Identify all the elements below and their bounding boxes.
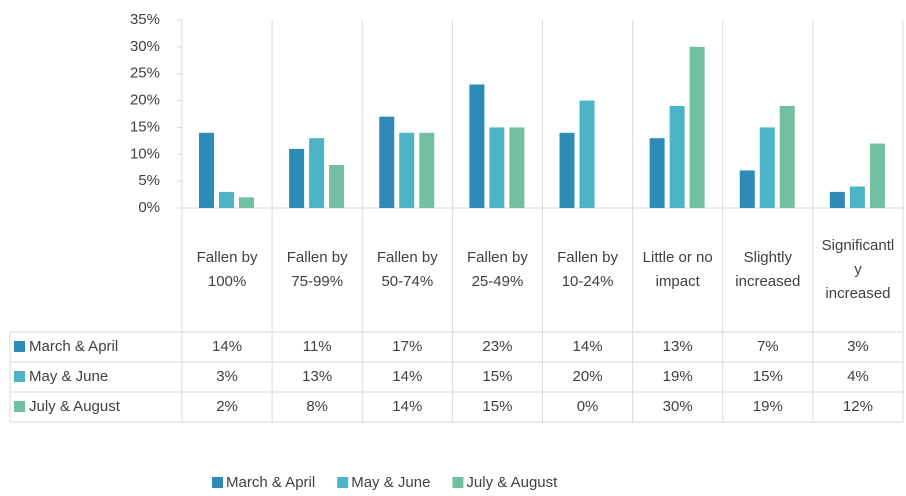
bar	[219, 191, 234, 208]
table-value: 30%	[663, 398, 693, 415]
table-value: 19%	[663, 368, 693, 385]
table-value: 14%	[392, 398, 422, 415]
category-wrap: Fallen by 75-99%	[272, 208, 362, 332]
y-tick-label: 15%	[130, 118, 160, 135]
bar	[649, 138, 665, 208]
category-wrap: Slightly increased	[723, 208, 813, 332]
table-legend-key	[14, 401, 25, 412]
table-value: 15%	[753, 368, 783, 385]
table-value: 23%	[482, 338, 512, 355]
table-value: 11%	[303, 338, 332, 355]
table-value: 19%	[753, 398, 783, 415]
category-wrap: Significantly increased	[813, 208, 903, 332]
table-value: 14%	[212, 338, 242, 355]
x-tick-label: Significantly increased	[821, 237, 895, 302]
table-value: 3%	[216, 368, 238, 385]
bar	[829, 191, 845, 208]
bar	[739, 170, 755, 208]
x-tick-label: Fallen by 100%	[196, 249, 258, 290]
x-tick-label: Fallen by 10-24%	[557, 249, 618, 290]
legend-label: March & April	[226, 474, 315, 491]
category-cell: Fallen by 10-24%	[543, 208, 633, 332]
bar	[399, 132, 415, 208]
x-tick-label: Little or no impact	[642, 249, 713, 290]
bar	[309, 138, 325, 208]
bar	[779, 105, 795, 208]
x-tick-label: Slightly increased	[735, 249, 801, 290]
table-value: 15%	[482, 368, 512, 385]
table-value: 7%	[757, 338, 779, 355]
bar	[579, 100, 595, 208]
table-series-label: May & June	[29, 368, 108, 385]
bar	[669, 105, 685, 208]
category-cell: Fallen by 100%	[182, 208, 272, 332]
bar	[329, 165, 345, 208]
bar	[849, 186, 865, 208]
table-value: 4%	[847, 368, 869, 385]
bar	[759, 127, 775, 208]
table-value: 20%	[573, 368, 603, 385]
category-wrap: Little or no impact	[633, 208, 723, 332]
legend-key	[212, 477, 223, 488]
category-wrap: Fallen by 50-74%	[362, 208, 452, 332]
y-tick-label: 20%	[130, 92, 160, 109]
table-value: 13%	[302, 368, 332, 385]
table-value: 13%	[663, 338, 693, 355]
category-cell: Significantly increased	[813, 208, 903, 332]
table-value: 14%	[392, 368, 422, 385]
table-series-label: March & April	[29, 338, 118, 355]
category-cell: Little or no impact	[633, 208, 723, 332]
table-value: 17%	[392, 338, 422, 355]
y-tick-label: 5%	[138, 172, 160, 189]
category-cell: Fallen by 75-99%	[272, 208, 362, 332]
legend-label: May & June	[351, 474, 430, 491]
legend-label: July & August	[466, 474, 558, 491]
bar	[289, 148, 305, 208]
bar	[869, 143, 885, 208]
table-series-label: July & August	[29, 398, 121, 415]
table-value: 14%	[573, 338, 603, 355]
legend-key	[337, 477, 349, 488]
table-value: 2%	[216, 398, 238, 415]
bar	[559, 132, 575, 208]
x-tick-label: Fallen by 25-49%	[467, 249, 528, 290]
bar	[489, 127, 505, 208]
bar	[419, 132, 435, 208]
category-cell: Fallen by 50-74%	[362, 208, 452, 332]
table-value: 0%	[577, 398, 599, 415]
y-tick-label: 0%	[138, 199, 160, 216]
y-tick-label: 10%	[130, 145, 160, 162]
category-wrap: Fallen by 25-49%	[452, 208, 542, 332]
bar	[199, 132, 214, 208]
category-wrap: Fallen by 10-24%	[543, 208, 633, 332]
bar	[239, 197, 254, 208]
x-tick-label: Fallen by 75-99%	[286, 249, 348, 290]
table-legend-key	[14, 371, 25, 382]
bar	[469, 84, 485, 208]
table-value: 15%	[482, 398, 512, 415]
bar	[509, 127, 525, 208]
table-value: 8%	[306, 398, 328, 415]
table-value: 12%	[843, 398, 873, 415]
bar	[689, 46, 705, 208]
category-cell: Fallen by 25-49%	[452, 208, 542, 332]
table-legend-key	[14, 341, 25, 352]
category-cell: Slightly increased	[723, 208, 813, 332]
table-value: 3%	[847, 338, 869, 355]
y-tick-label: 25%	[130, 65, 160, 82]
category-wrap: Fallen by 100%	[182, 208, 272, 332]
y-tick-label: 35%	[130, 11, 160, 28]
bar	[379, 116, 395, 208]
legend-key	[452, 477, 464, 488]
y-tick-label: 30%	[130, 38, 160, 55]
x-tick-label: Fallen by 50-74%	[376, 249, 438, 290]
